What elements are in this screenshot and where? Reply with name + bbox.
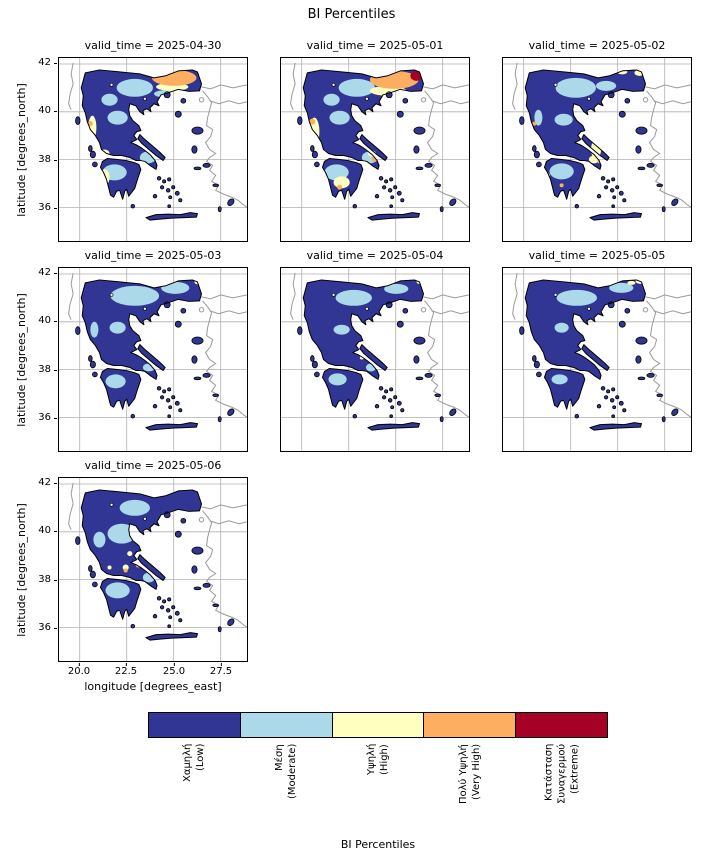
colorbar — [148, 712, 608, 738]
y-tick-label: 36 — [38, 622, 57, 633]
colorbar-segment-moderate — [239, 713, 332, 737]
y-tick-label: 40 — [38, 525, 57, 536]
subplot-2025-05-02: valid_time = 2025-05-02 — [502, 39, 692, 242]
colorbar-tick-label-high: Υψηλή (High) — [366, 744, 390, 776]
y-tick-label: 36 — [38, 412, 57, 423]
subplot-title: valid_time = 2025-05-02 — [528, 39, 666, 52]
subplot-title: valid_time = 2025-05-06 — [84, 459, 222, 472]
y-axis-label: latitude [degrees_north] — [15, 502, 28, 637]
y-tick-label: 42 — [38, 57, 57, 68]
x-tick-label: 27.5 — [209, 663, 233, 677]
colorbar-label: BI Percentiles — [340, 838, 416, 851]
map-axes — [58, 57, 248, 242]
colorbar-segment-very-high — [423, 713, 516, 737]
subplot-title: valid_time = 2025-05-01 — [306, 39, 444, 52]
map-axes — [58, 267, 248, 452]
map-axes — [58, 477, 248, 662]
x-tick-label: 25.0 — [162, 663, 186, 677]
subplot-title: valid_time = 2025-05-03 — [84, 249, 222, 262]
x-tick-label: 20.0 — [67, 663, 91, 677]
map-axes — [280, 57, 470, 242]
y-axis-label: latitude [degrees_north] — [15, 292, 28, 427]
greece-map — [59, 268, 247, 451]
greece-map — [281, 58, 469, 241]
subplot-title: valid_time = 2025-04-30 — [84, 39, 222, 52]
greece-map — [503, 58, 691, 241]
map-axes — [502, 57, 692, 242]
y-tick-label: 38 — [38, 364, 57, 375]
subplot-2025-05-04: valid_time = 2025-05-04 — [280, 249, 470, 452]
subplot-2025-05-05: valid_time = 2025-05-05 — [502, 249, 692, 452]
colorbar-tick-label-extreme: Κατάσταση Συναγερμού (Extreme) — [543, 744, 581, 805]
y-tick-label: 38 — [38, 574, 57, 585]
subplot-2025-05-06: valid_time = 2025-05-06 latitude [degree… — [15, 459, 248, 693]
greece-map — [59, 478, 247, 661]
subplot-title: valid_time = 2025-05-04 — [306, 249, 444, 262]
subplot-2025-05-03: valid_time = 2025-05-03 latitude [degree… — [15, 249, 248, 452]
y-tick-label: 36 — [38, 202, 57, 213]
colorbar-tick-label-very-high: Πολύ Υψηλή (Very High) — [458, 744, 482, 804]
map-axes — [280, 267, 470, 452]
colorbar-tick-label-moderate: Μέση (Moderate) — [274, 744, 298, 800]
y-tick-label: 40 — [38, 315, 57, 326]
subplot-2025-04-30: valid_time = 2025-04-30 latitude [degree… — [15, 39, 248, 242]
x-axis-label: longitude [degrees_east] — [84, 680, 222, 693]
colorbar-segment-low — [149, 713, 240, 737]
y-tick-label: 42 — [38, 267, 57, 278]
y-tick-label: 40 — [38, 105, 57, 116]
greece-map — [503, 268, 691, 451]
x-tick-label: 22.5 — [114, 663, 138, 677]
colorbar-tick-label-low: Χαμηλή (Low) — [182, 744, 206, 783]
y-axis-label: latitude [degrees_north] — [15, 82, 28, 217]
y-tick-label: 38 — [38, 154, 57, 165]
map-axes — [502, 267, 692, 452]
y-tick-label: 42 — [38, 477, 57, 488]
greece-map — [281, 268, 469, 451]
colorbar-segment-extreme — [515, 713, 607, 737]
subplot-2025-05-01: valid_time = 2025-05-01 — [280, 39, 470, 242]
figure-title: BI Percentiles — [307, 7, 396, 22]
colorbar-segment-high — [331, 713, 424, 737]
greece-map — [59, 58, 247, 241]
subplot-title: valid_time = 2025-05-05 — [528, 249, 666, 262]
